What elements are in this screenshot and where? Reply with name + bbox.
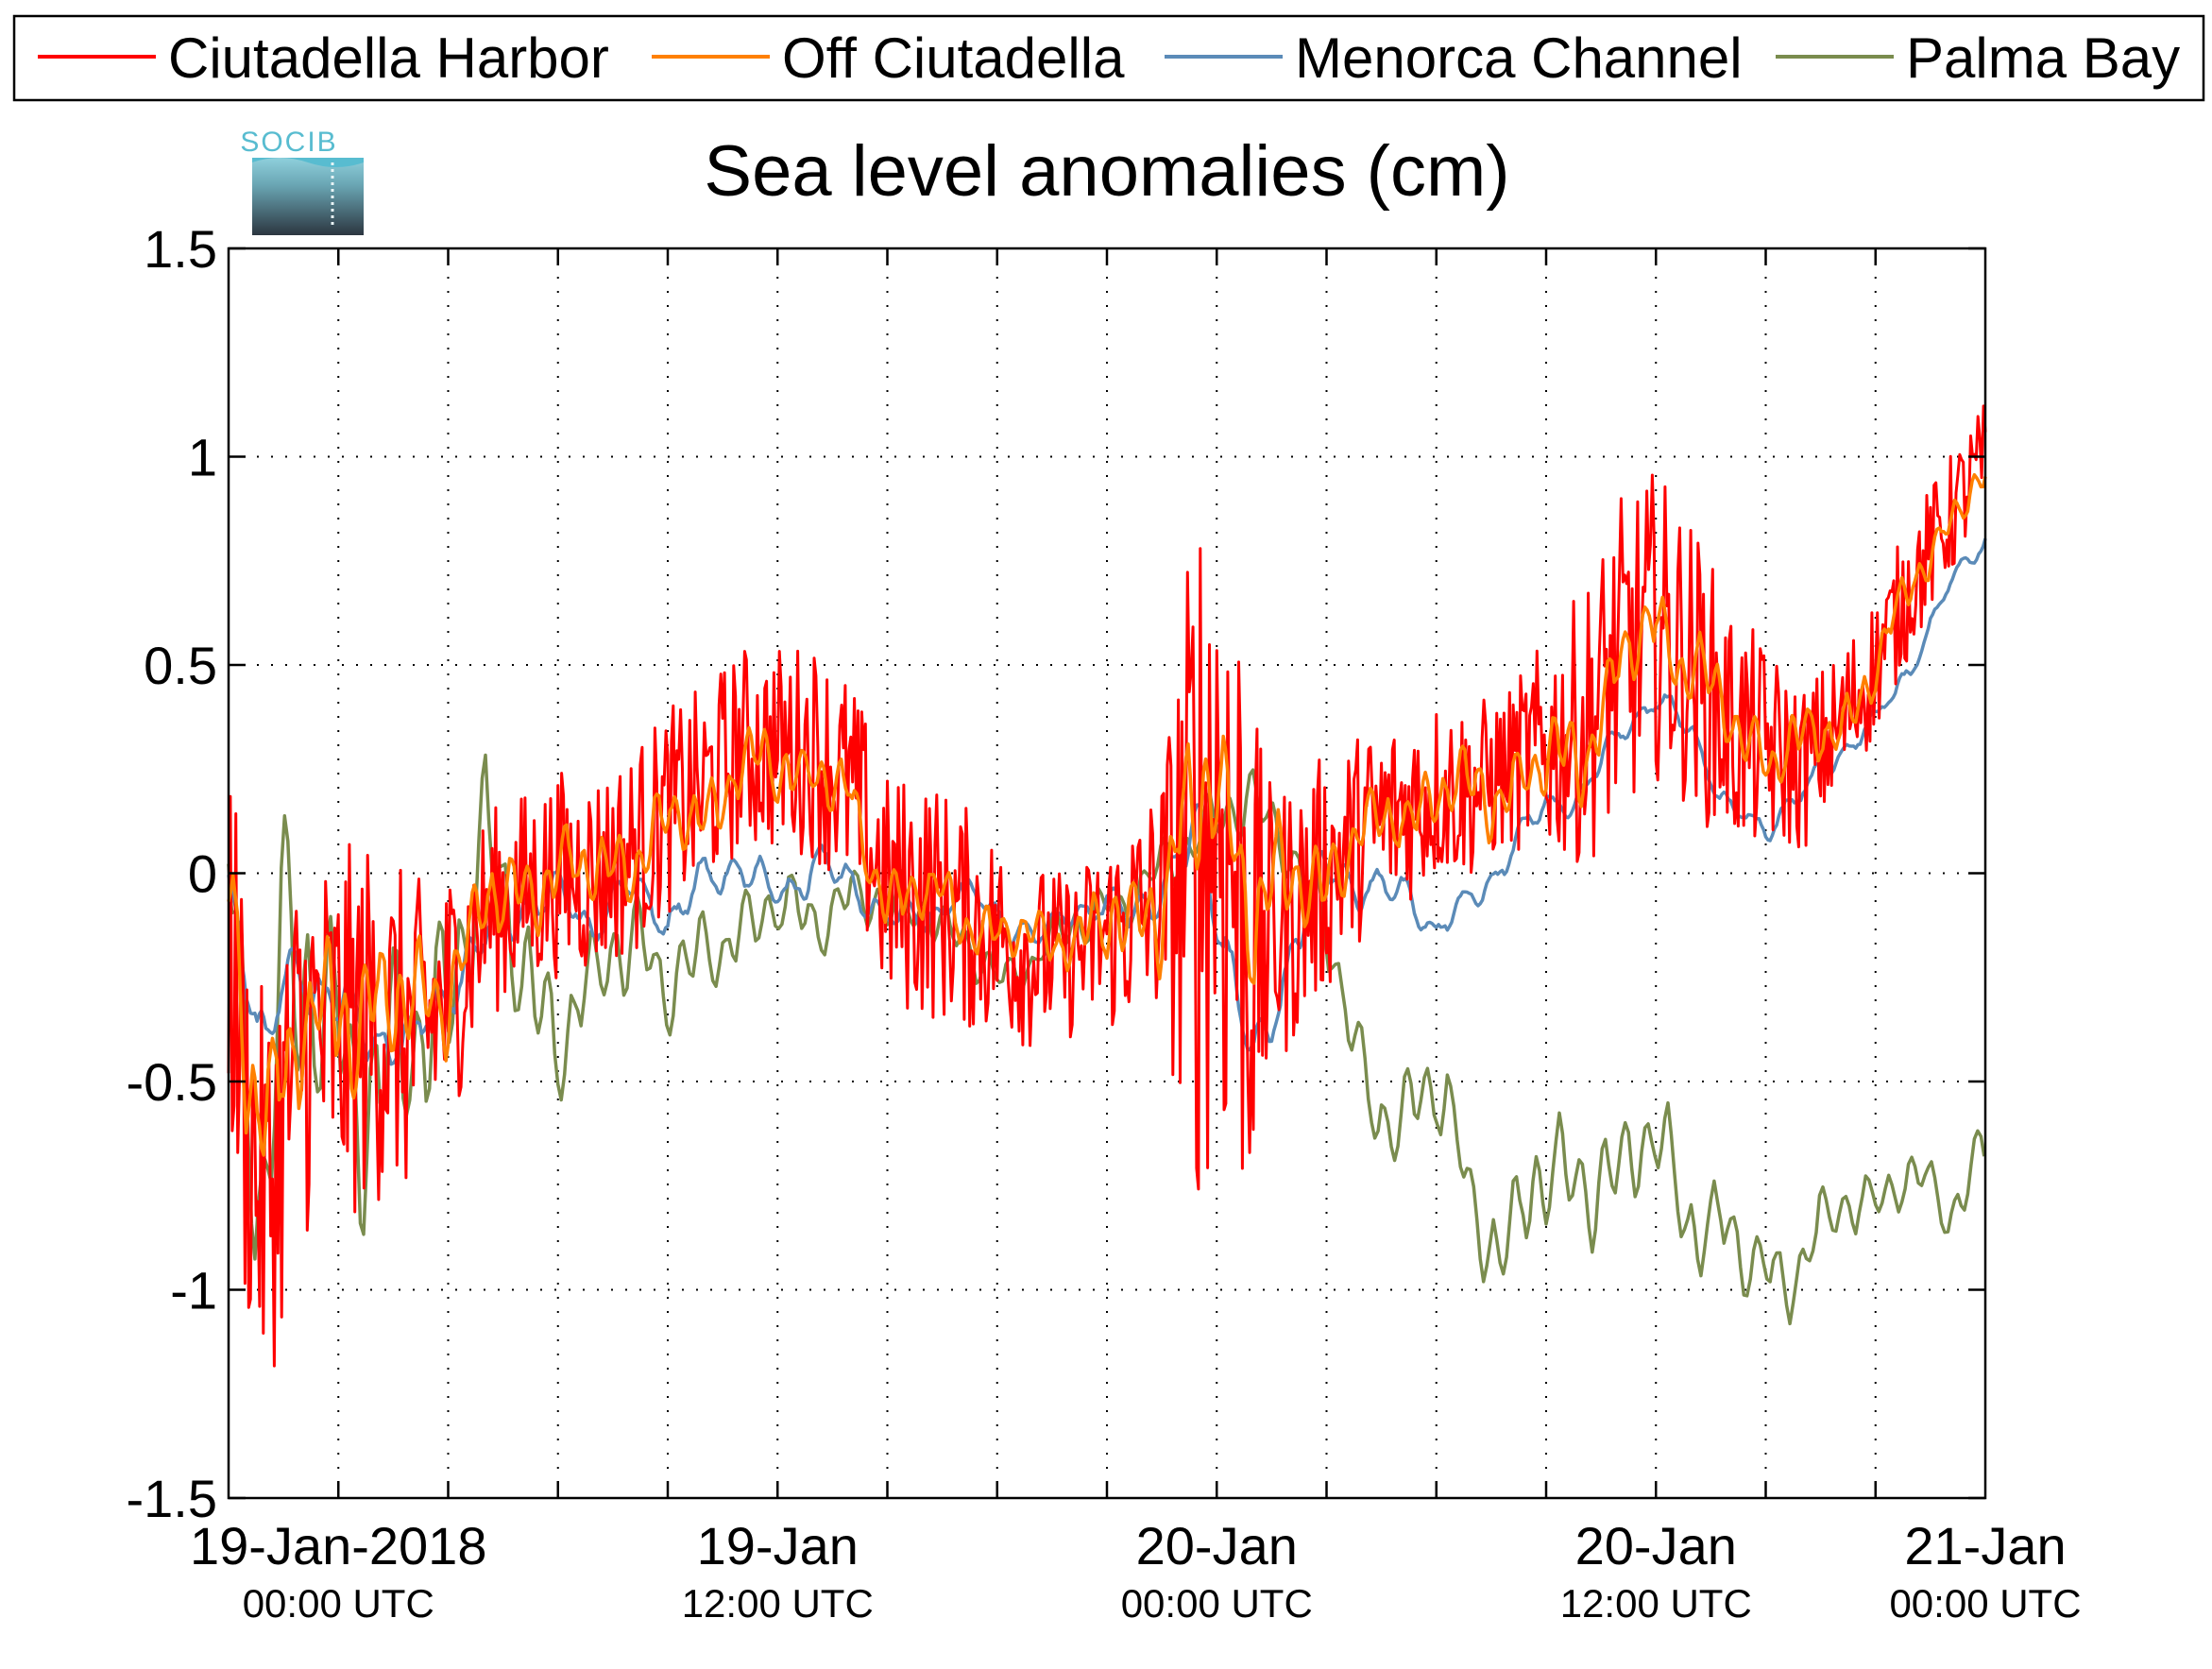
x-tick-date: 19-Jan xyxy=(697,1516,859,1575)
x-tick-time: 12:00 UTC xyxy=(1560,1581,1752,1626)
legend-label: Ciutadella Harbor xyxy=(168,26,609,90)
logo-water-block xyxy=(252,158,364,235)
legend-item: Off Ciutadella xyxy=(652,26,1125,90)
x-tick-time: 12:00 UTC xyxy=(682,1581,874,1626)
series-layer xyxy=(227,404,1987,1368)
x-tick-date: 19-Jan-2018 xyxy=(190,1516,486,1575)
y-tick-marks xyxy=(229,247,1985,1500)
series-line-menorca-channel xyxy=(227,537,1987,1066)
legend-item: Palma Bay xyxy=(1776,26,2180,90)
x-tick-label: 19-Jan-2018 00:00 UTC xyxy=(190,1516,486,1626)
y-tick-label: -1 xyxy=(170,1261,217,1320)
y-tick-label: 1.5 xyxy=(144,219,217,279)
x-tick-label: 20-Jan 00:00 UTC xyxy=(1121,1516,1313,1626)
series-line-palma-bay xyxy=(227,753,1986,1326)
y-tick-label: -1.5 xyxy=(127,1469,218,1528)
y-tick-label: -0.5 xyxy=(127,1052,218,1112)
legend-label: Palma Bay xyxy=(1906,26,2180,90)
x-tick-time: 00:00 UTC xyxy=(243,1581,434,1626)
y-tick-labels: -1.5 -1 -0.5 0 0.5 1 1.5 xyxy=(127,219,218,1528)
y-tick-label: 0.5 xyxy=(144,636,217,695)
chart-title: Sea level anomalies (cm) xyxy=(704,131,1509,212)
x-tick-date: 20-Jan xyxy=(1575,1516,1737,1575)
x-tick-time: 00:00 UTC xyxy=(1121,1581,1313,1626)
x-tick-label: 19-Jan 12:00 UTC xyxy=(682,1516,874,1626)
legend: Ciutadella Harbor Off Ciutadella Menorca C… xyxy=(12,14,2205,102)
legend-item: Menorca Channel xyxy=(1165,26,1743,90)
series-line-off-ciutadella xyxy=(227,472,1987,1157)
x-tick-label: 21-Jan 00:00 UTC xyxy=(1889,1516,2081,1626)
logo-wave-icon xyxy=(252,158,364,167)
x-tick-date: 20-Jan xyxy=(1136,1516,1298,1575)
x-tick-date: 21-Jan xyxy=(1904,1516,2066,1575)
y-tick-label: 0 xyxy=(188,844,217,904)
x-tick-marks xyxy=(337,248,1877,1498)
socib-logo: SOCIB xyxy=(240,127,364,235)
legend-label: Menorca Channel xyxy=(1295,26,1743,90)
legend-items: Ciutadella Harbor Off Ciutadella Menorca C… xyxy=(38,26,2180,90)
y-tick-label: 1 xyxy=(188,428,217,487)
x-tick-time: 00:00 UTC xyxy=(1889,1581,2081,1626)
legend-item: Ciutadella Harbor xyxy=(38,26,609,90)
x-tick-label: 20-Jan 12:00 UTC xyxy=(1560,1516,1752,1626)
logo-text: SOCIB xyxy=(240,127,337,158)
legend-label: Off Ciutadella xyxy=(782,26,1125,90)
